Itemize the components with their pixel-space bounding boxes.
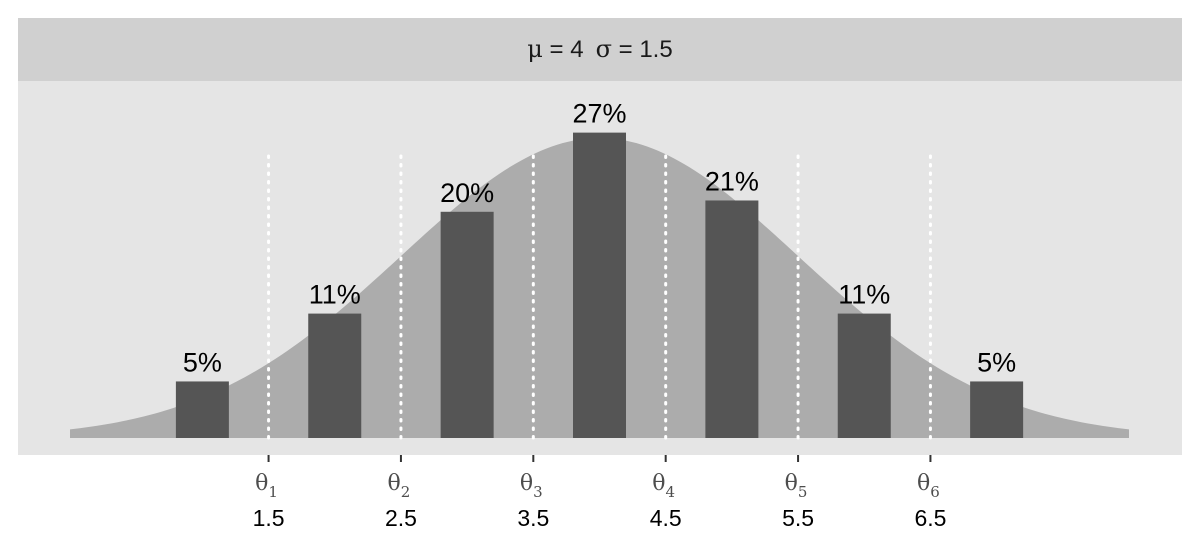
- bar-label-3: 20%: [440, 178, 494, 208]
- facet-strip: [18, 18, 1182, 81]
- bar-1: [175, 381, 229, 438]
- threshold-symbol-6: θ6: [917, 471, 940, 501]
- bar-3: [440, 211, 494, 438]
- bar-label-2: 11%: [309, 280, 361, 310]
- threshold-symbol-5: θ5: [785, 471, 808, 501]
- bar-layer: [175, 132, 1024, 438]
- threshold-value-label-2: 2.5: [385, 505, 417, 531]
- threshold-layer: [267, 148, 932, 440]
- sigma-symbol: σ: [596, 35, 612, 63]
- bar-label-4: 27%: [572, 99, 626, 129]
- x-axis: θ1 1.5 θ2 2.5 θ3 3.5 θ4 4.5 θ5 5.5 θ6 6.5: [253, 455, 946, 531]
- bar-label-5: 21%: [705, 166, 759, 196]
- threshold-symbol-4: θ4: [652, 471, 675, 501]
- threshold-value-label-1: 1.5: [253, 505, 285, 531]
- threshold-value-label-6: 6.5: [914, 505, 946, 531]
- threshold-value-label-5: 5.5: [782, 505, 814, 531]
- threshold-value-label-3: 3.5: [517, 505, 549, 531]
- threshold-symbol-2: θ2: [388, 471, 411, 501]
- sigma-value: = 1.5: [612, 36, 673, 63]
- mu-value: = 4: [543, 36, 584, 63]
- bar-6: [837, 313, 891, 438]
- bar-label-7: 5%: [977, 347, 1016, 377]
- facet-title: μ = 4 σ = 1.5: [527, 35, 672, 63]
- bar-5: [705, 200, 759, 438]
- bar-4: [573, 132, 626, 438]
- bar-label-6: 11%: [838, 280, 890, 310]
- bar-2: [308, 313, 362, 438]
- bar-label-1: 5%: [183, 347, 222, 377]
- threshold-symbol-3: θ3: [520, 471, 543, 501]
- mu-symbol: μ: [527, 35, 543, 63]
- label-layer: 5% 11% 20% 27% 21% 11% 5%: [183, 99, 1016, 378]
- bar-7: [970, 381, 1024, 438]
- threshold-value-label-4: 4.5: [650, 505, 682, 531]
- threshold-symbol-1: θ1: [255, 471, 278, 501]
